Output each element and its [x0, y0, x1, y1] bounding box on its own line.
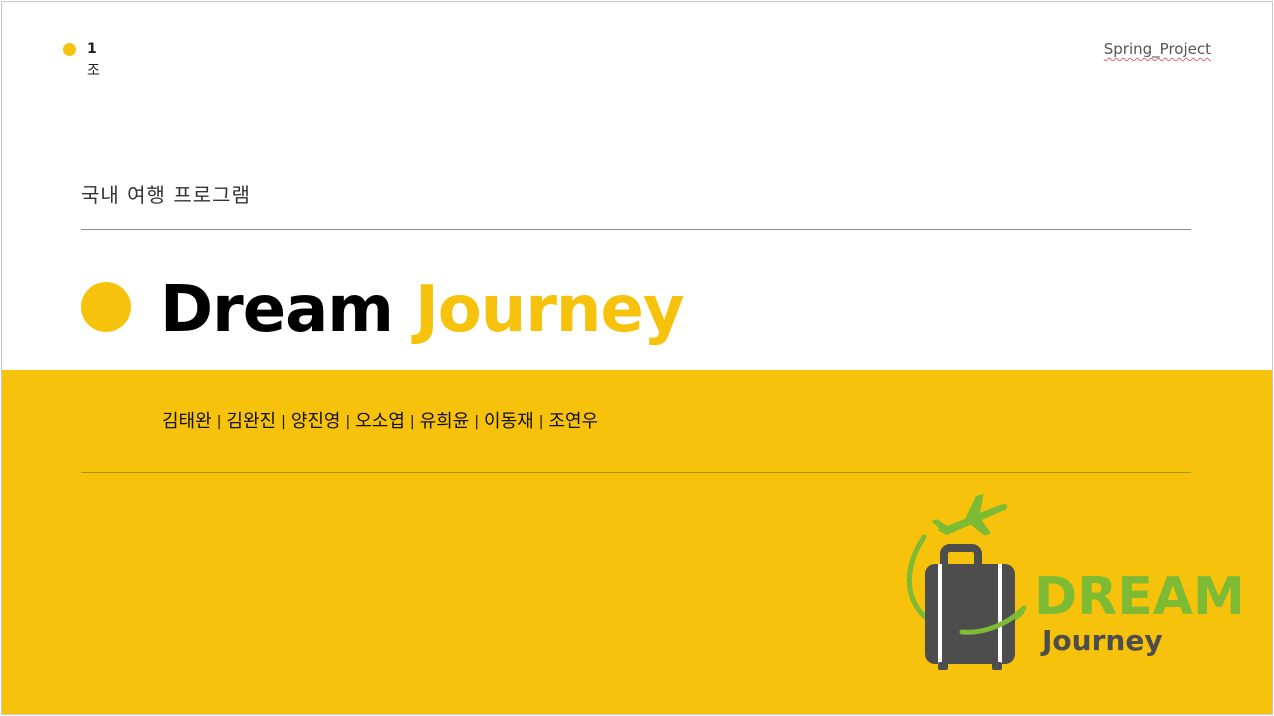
member-name: 이동재 [484, 411, 534, 432]
top-divider [81, 229, 1191, 230]
member-name: 유희윤 [419, 411, 470, 432]
member-separator: | [281, 414, 286, 430]
member-name: 김태완 [162, 411, 212, 432]
dream-journey-logo: DREAM Journey [906, 493, 1242, 670]
subtitle: 국내 여행 프로그램 [81, 183, 251, 207]
member-name: 김완진 [226, 411, 277, 432]
title-bullet-icon [81, 282, 131, 332]
member-name: 조연우 [548, 411, 599, 432]
group-number: 1 [87, 41, 97, 57]
member-separator: | [216, 414, 222, 430]
group-bullet-icon [63, 43, 76, 56]
suitcase-icon [925, 544, 1015, 670]
logo-journey-text: Journey [1040, 624, 1163, 657]
logo-dream-text: DREAM [1034, 567, 1242, 627]
member-separator: | [474, 414, 480, 430]
bottom-divider [81, 472, 1191, 473]
project-label: Spring_Project [1103, 40, 1211, 58]
title-dream: Dream [160, 273, 394, 347]
member-separator: | [345, 414, 351, 430]
member-separator: | [538, 414, 544, 430]
member-separator: | [409, 414, 415, 430]
yellow-band [2, 370, 1272, 714]
member-name: 양진영 [290, 411, 341, 432]
airplane-icon [931, 493, 1008, 536]
member-list: 김태완 | 김완진 | 양진영 | 오소엽 | 유희윤 | 이동재 | 조연우 [162, 407, 598, 433]
title-journey: Journey [414, 273, 685, 347]
page-title: Dream Journey [160, 270, 685, 350]
group-suffix: 조 [87, 63, 100, 79]
member-name: 오소엽 [355, 411, 405, 432]
